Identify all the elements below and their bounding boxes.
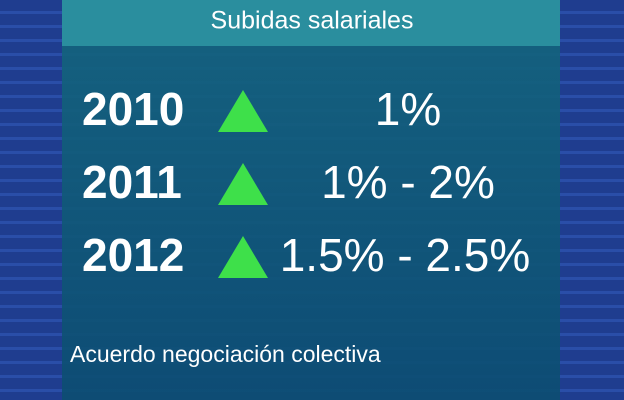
increase: 1% (375, 83, 441, 135)
up-arrow (218, 163, 268, 205)
increase: 1% - 2% (321, 156, 495, 208)
up-arrow (218, 90, 268, 132)
footer: Acuerdo negociación colectiva (70, 341, 381, 367)
increase: 1.5% - 2.5% (280, 229, 531, 281)
year: 2011 (82, 156, 182, 208)
up-arrow (218, 236, 268, 278)
title-bar (62, 0, 560, 46)
year: 2010 (82, 83, 184, 135)
year: 2012 (82, 229, 184, 281)
panel (62, 0, 560, 400)
title: Subidas salariales (211, 7, 414, 35)
